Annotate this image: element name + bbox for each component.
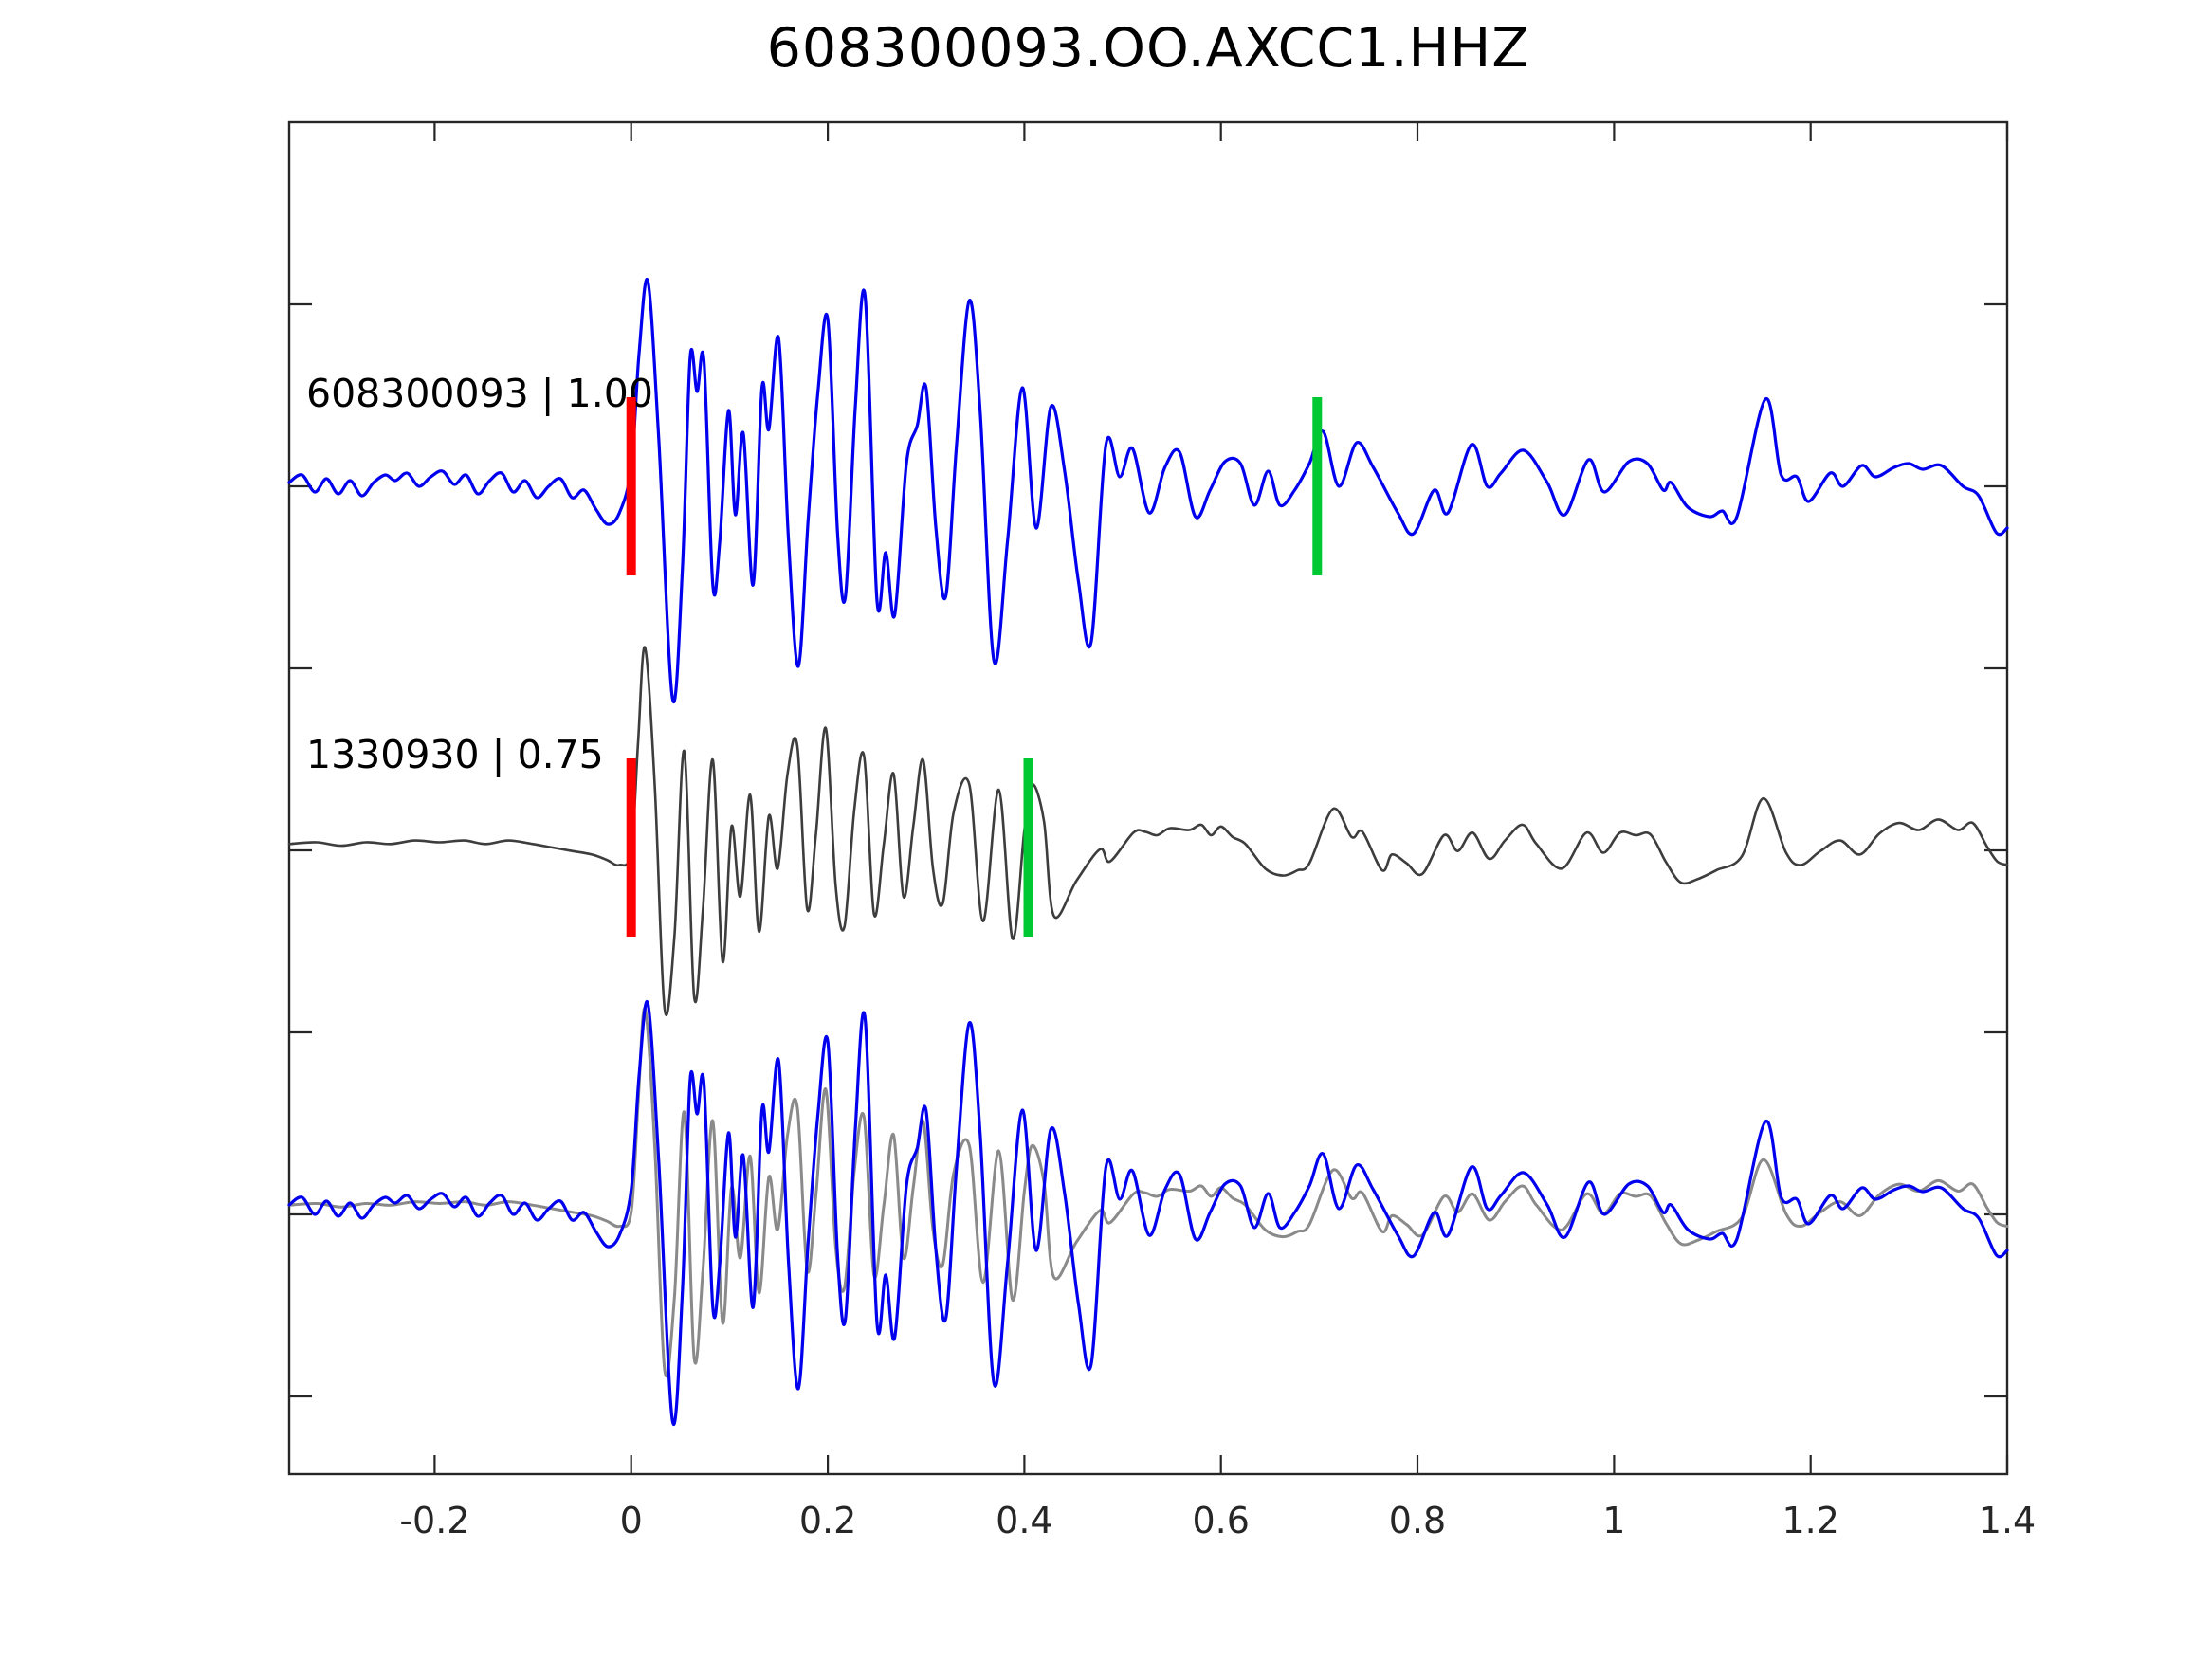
trace-608300093 <box>287 278 2009 703</box>
x-tick-label: 0.8 <box>1389 1500 1446 1541</box>
trace1-red-pick-marker <box>626 397 636 575</box>
trace-overlay-608300093 <box>287 1000 2009 1426</box>
plot-border <box>287 120 2009 1476</box>
x-tick-label: 0 <box>620 1500 643 1541</box>
x-tick-label: 0.6 <box>1192 1500 1249 1541</box>
trace-overlay-1330930 <box>287 1007 2009 1378</box>
x-tick-label: 0.4 <box>996 1500 1052 1541</box>
trace-label-608300093: 608300093 | 1.00 <box>306 371 653 416</box>
x-tick-label: 1.2 <box>1782 1500 1838 1541</box>
trace-1330930 <box>287 646 2009 1016</box>
trace2-green-pick-marker <box>1023 758 1033 937</box>
x-tick-label: 1.4 <box>1979 1500 2036 1541</box>
chart-title: 608300093.OO.AXCC1.HHZ <box>766 17 1530 80</box>
trace1-green-pick-marker <box>1312 397 1323 575</box>
trace-label-1330930: 1330930 | 0.75 <box>306 732 604 777</box>
x-tick-label: 0.2 <box>799 1500 856 1541</box>
x-tick-label: -0.2 <box>399 1500 469 1541</box>
x-tick-label: 1 <box>1602 1500 1625 1541</box>
trace2-red-pick-marker <box>626 758 636 937</box>
